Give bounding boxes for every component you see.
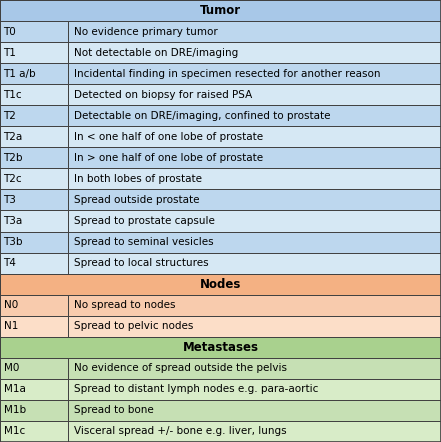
Bar (0, 42, 68, 63)
Bar (68, 295, 441, 316)
Text: M1c: M1c (4, 427, 25, 437)
Text: No evidence of spread outside the pelvis: No evidence of spread outside the pelvis (74, 363, 287, 373)
Bar (68, 105, 441, 126)
Bar (0, 21, 68, 42)
Bar (0, 274, 441, 295)
Text: T3b: T3b (4, 237, 23, 247)
Text: M1a: M1a (4, 385, 26, 394)
Text: Spread to bone: Spread to bone (74, 405, 153, 415)
Text: No spread to nodes: No spread to nodes (74, 300, 175, 310)
Bar (68, 400, 441, 421)
Text: T2: T2 (4, 111, 16, 121)
Bar (0, 84, 68, 105)
Bar (0, 379, 68, 400)
Text: N1: N1 (4, 321, 18, 331)
Text: Detectable on DRE/imaging, confined to prostate: Detectable on DRE/imaging, confined to p… (74, 111, 330, 121)
Bar (0, 421, 68, 442)
Bar (0, 358, 68, 379)
Text: Not detectable on DRE/imaging: Not detectable on DRE/imaging (74, 48, 238, 57)
Bar (0, 252, 68, 274)
Bar (0, 126, 68, 147)
Bar (0, 295, 68, 316)
Bar (0, 232, 68, 252)
Bar (68, 252, 441, 274)
Bar (68, 421, 441, 442)
Bar (68, 316, 441, 337)
Text: Spread to seminal vesicles: Spread to seminal vesicles (74, 237, 213, 247)
Text: Visceral spread +/- bone e.g. liver, lungs: Visceral spread +/- bone e.g. liver, lun… (74, 427, 286, 437)
Text: Spread outside prostate: Spread outside prostate (74, 195, 199, 205)
Bar (68, 210, 441, 232)
Bar (0, 316, 68, 337)
Bar (0, 105, 68, 126)
Bar (0, 400, 68, 421)
Text: Incidental finding in specimen resected for another reason: Incidental finding in specimen resected … (74, 69, 380, 79)
Text: T3a: T3a (4, 216, 23, 226)
Text: M1b: M1b (4, 405, 26, 415)
Text: N0: N0 (4, 300, 18, 310)
Bar (68, 63, 441, 84)
Bar (0, 147, 68, 168)
Text: M0: M0 (4, 363, 19, 373)
Text: Detected on biopsy for raised PSA: Detected on biopsy for raised PSA (74, 90, 252, 100)
Bar (68, 42, 441, 63)
Bar (68, 379, 441, 400)
Text: T1c: T1c (4, 90, 22, 100)
Bar (68, 168, 441, 190)
Bar (0, 210, 68, 232)
Text: Tumor: Tumor (200, 4, 241, 17)
Text: T2a: T2a (4, 132, 23, 142)
Bar (68, 21, 441, 42)
Text: In > one half of one lobe of prostate: In > one half of one lobe of prostate (74, 153, 263, 163)
Text: Spread to local structures: Spread to local structures (74, 258, 208, 268)
Text: T2c: T2c (4, 174, 22, 184)
Text: T0: T0 (4, 27, 16, 37)
Text: T2b: T2b (4, 153, 23, 163)
Bar (68, 147, 441, 168)
Text: T1: T1 (4, 48, 16, 57)
Text: Spread to pelvic nodes: Spread to pelvic nodes (74, 321, 193, 331)
Text: No evidence primary tumor: No evidence primary tumor (74, 27, 217, 37)
Bar (0, 0, 441, 21)
Text: In < one half of one lobe of prostate: In < one half of one lobe of prostate (74, 132, 263, 142)
Text: T4: T4 (4, 258, 16, 268)
Bar (68, 190, 441, 210)
Text: Nodes: Nodes (200, 278, 241, 291)
Text: T3: T3 (4, 195, 16, 205)
Bar (68, 358, 441, 379)
Text: Spread to prostate capsule: Spread to prostate capsule (74, 216, 214, 226)
Bar (0, 337, 441, 358)
Text: Spread to distant lymph nodes e.g. para-aortic: Spread to distant lymph nodes e.g. para-… (74, 385, 318, 394)
Text: T1 a/b: T1 a/b (4, 69, 36, 79)
Bar (68, 84, 441, 105)
Bar (0, 168, 68, 190)
Bar (68, 126, 441, 147)
Bar (0, 63, 68, 84)
Text: Metastases: Metastases (183, 341, 258, 354)
Text: In both lobes of prostate: In both lobes of prostate (74, 174, 202, 184)
Bar (68, 232, 441, 252)
Bar (0, 190, 68, 210)
